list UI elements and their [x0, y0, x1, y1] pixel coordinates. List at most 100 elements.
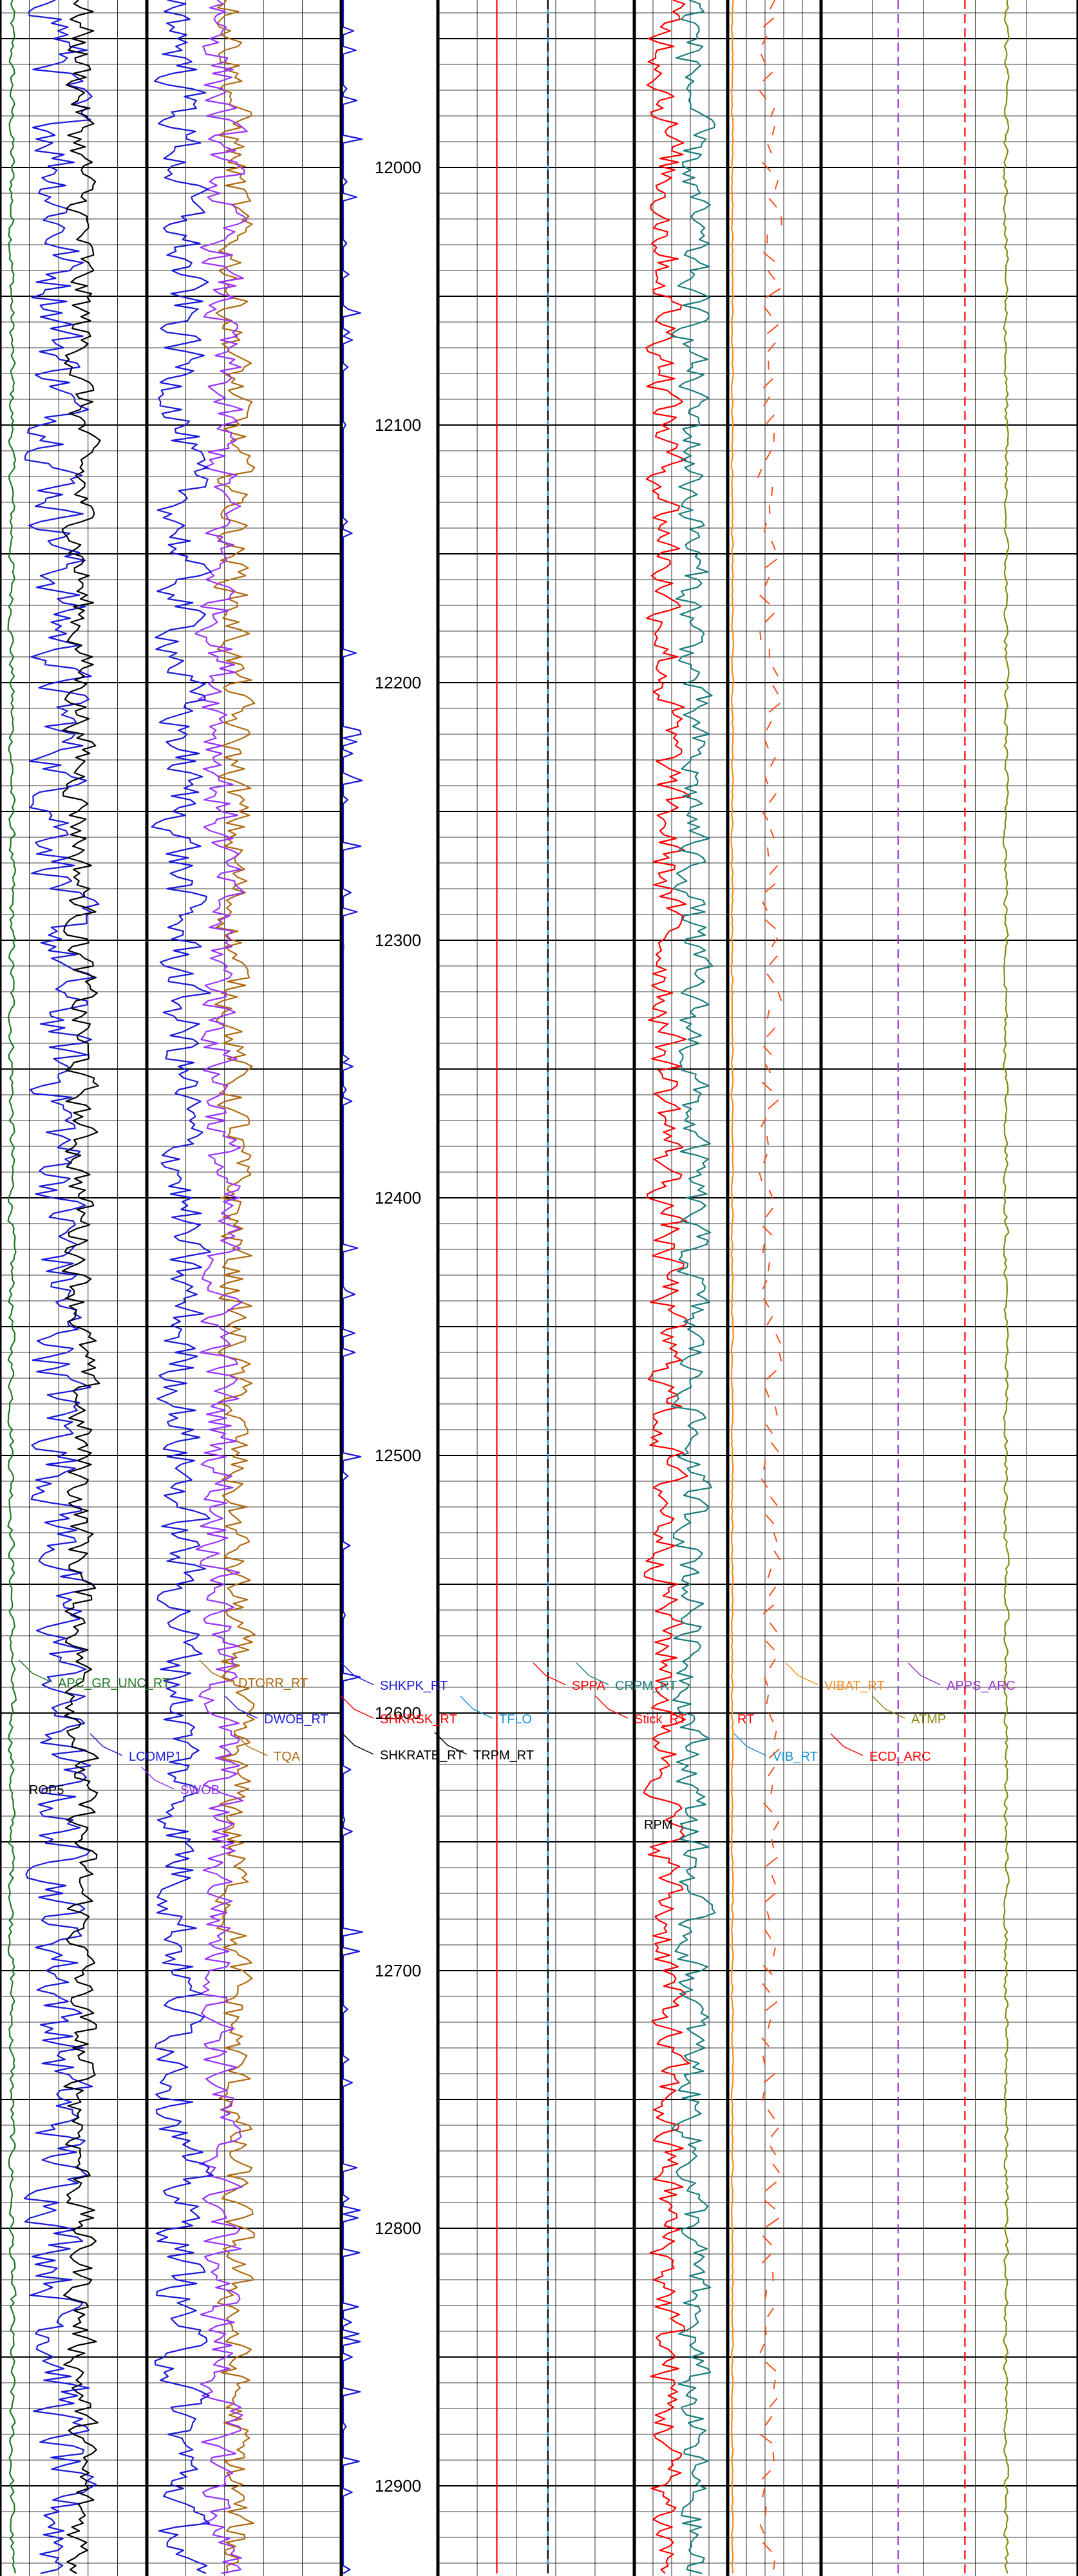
curve-segment	[773, 2560, 775, 2570]
curve-dwob-rt	[151, 0, 214, 2575]
curve-vibat-rt	[730, 0, 734, 2574]
curve-label-rpm: RPM	[644, 1818, 672, 1832]
curve-segment	[762, 1045, 772, 1056]
callout-arrow	[90, 1733, 123, 1756]
curve-segment	[769, 865, 779, 875]
curve-label-crpm: CRPM_RT	[615, 1679, 677, 1693]
curve-segment	[773, 1821, 780, 1831]
curve-segment	[762, 2488, 766, 2498]
curve-segment	[770, 757, 776, 767]
curve-stick-rt	[643, 0, 690, 2574]
curve-segment	[768, 1189, 774, 1200]
curve-label-stick: Stick_RT	[634, 1712, 686, 1727]
curve-segment	[769, 1622, 777, 1633]
curve-segment	[764, 1893, 776, 1903]
curve-segment	[764, 558, 778, 569]
curve-segment	[770, 1442, 779, 1452]
curve-segment	[769, 1658, 776, 1669]
curve-segment	[762, 1604, 775, 1615]
curve-segment	[770, 108, 775, 118]
curve-segment	[762, 1226, 773, 1236]
curve-segment	[766, 721, 772, 731]
curve-segment	[765, 2181, 777, 2192]
curve-segment	[762, 252, 775, 262]
curve-segment	[773, 1550, 781, 1560]
curve-segment	[759, 90, 767, 100]
curve-segment	[766, 1694, 770, 1705]
curve-segment	[764, 1063, 771, 1074]
curve-segment	[762, 2542, 772, 2552]
curve-segment	[766, 288, 781, 298]
callout-arrow	[19, 1660, 52, 1683]
curve-segment	[777, 991, 782, 1001]
curve-segment	[768, 1262, 770, 1272]
curve-segment	[770, 2127, 779, 2137]
curve-label-dwob: DWOB_RT	[264, 1712, 328, 1727]
curve-segment	[779, 1352, 782, 1362]
curve-segment	[766, 1370, 777, 1380]
curve-segment	[768, 1748, 780, 1759]
curve-segment	[761, 1478, 768, 1488]
curve-segment	[764, 612, 775, 623]
curve-segment	[761, 35, 768, 46]
curve-label-atmp: ATMP	[911, 1712, 946, 1727]
curve-segment	[764, 576, 770, 587]
curve-segment	[773, 1532, 778, 1542]
curve-segment	[763, 306, 771, 316]
curve-rop5	[61, 0, 101, 2574]
curve-segment	[766, 1911, 771, 1921]
curve-segment	[762, 811, 769, 821]
curve-segment	[759, 630, 762, 641]
callout-arrow	[141, 1766, 175, 1790]
callout-arrow	[830, 1733, 864, 1756]
curve-segment	[767, 2019, 771, 2029]
curve-atmp	[1002, 0, 1010, 2574]
curve-label-ecd: ECD_ARC	[869, 1750, 931, 1764]
curve-segment	[759, 2344, 765, 2354]
curve-segment	[762, 1153, 768, 1164]
curve-segment	[764, 2199, 776, 2210]
curve-label-rop5: ROP5	[29, 1783, 64, 1797]
curve-segment	[780, 216, 782, 226]
curve-segment	[771, 540, 776, 551]
callout-arrow	[341, 1662, 374, 1685]
curve-segment	[763, 1460, 766, 1470]
curve-label-vibat: VIBAT_RT	[824, 1679, 885, 1693]
curve-segment	[767, 342, 776, 352]
curve-label-lcomp: LCOMP1	[129, 1750, 182, 1764]
curve-label-apc: APC_GR_UNC_RT	[58, 1676, 170, 1690]
depth-tick-label: 12300	[375, 931, 421, 950]
curve-label-shkrsk: SHKRSK_RT	[380, 1712, 457, 1727]
curve-segment	[767, 2109, 775, 2119]
depth-tick-label: 12800	[375, 2219, 421, 2238]
callout-arrow	[460, 1696, 493, 1719]
curve-segment	[770, 829, 775, 839]
curve-segment	[773, 1730, 777, 1741]
curve-segment	[768, 1586, 777, 1596]
curve-segment	[761, 2470, 771, 2480]
curve-shkpk-rt	[342, 0, 363, 2574]
curve-segment	[771, 937, 779, 947]
curve-segment	[764, 883, 776, 893]
curve-swob	[194, 0, 248, 2575]
curve-segment	[774, 180, 779, 190]
curve-label-apps: APPS_ARC	[947, 1679, 1016, 1693]
curve-segment	[766, 1316, 773, 1326]
curve-lcomp1	[23, 0, 100, 2575]
curve-segment	[774, 1406, 778, 1416]
curve-segment	[771, 126, 775, 136]
curve-segment	[760, 53, 766, 64]
callout-arrow	[907, 1662, 941, 1685]
curve-segment	[771, 1875, 777, 1885]
curve-segment	[762, 901, 768, 911]
callout-arrow	[533, 1662, 566, 1685]
curve-label-shkrate: SHKRATE_RT	[380, 1748, 464, 1763]
curve-segment	[762, 17, 775, 28]
curve-segment	[765, 2001, 778, 2011]
callout-arrow	[733, 1733, 767, 1756]
callout-arrow	[576, 1662, 609, 1685]
depth-tick-label: 12100	[375, 415, 421, 435]
callout-arrow	[434, 1732, 468, 1755]
